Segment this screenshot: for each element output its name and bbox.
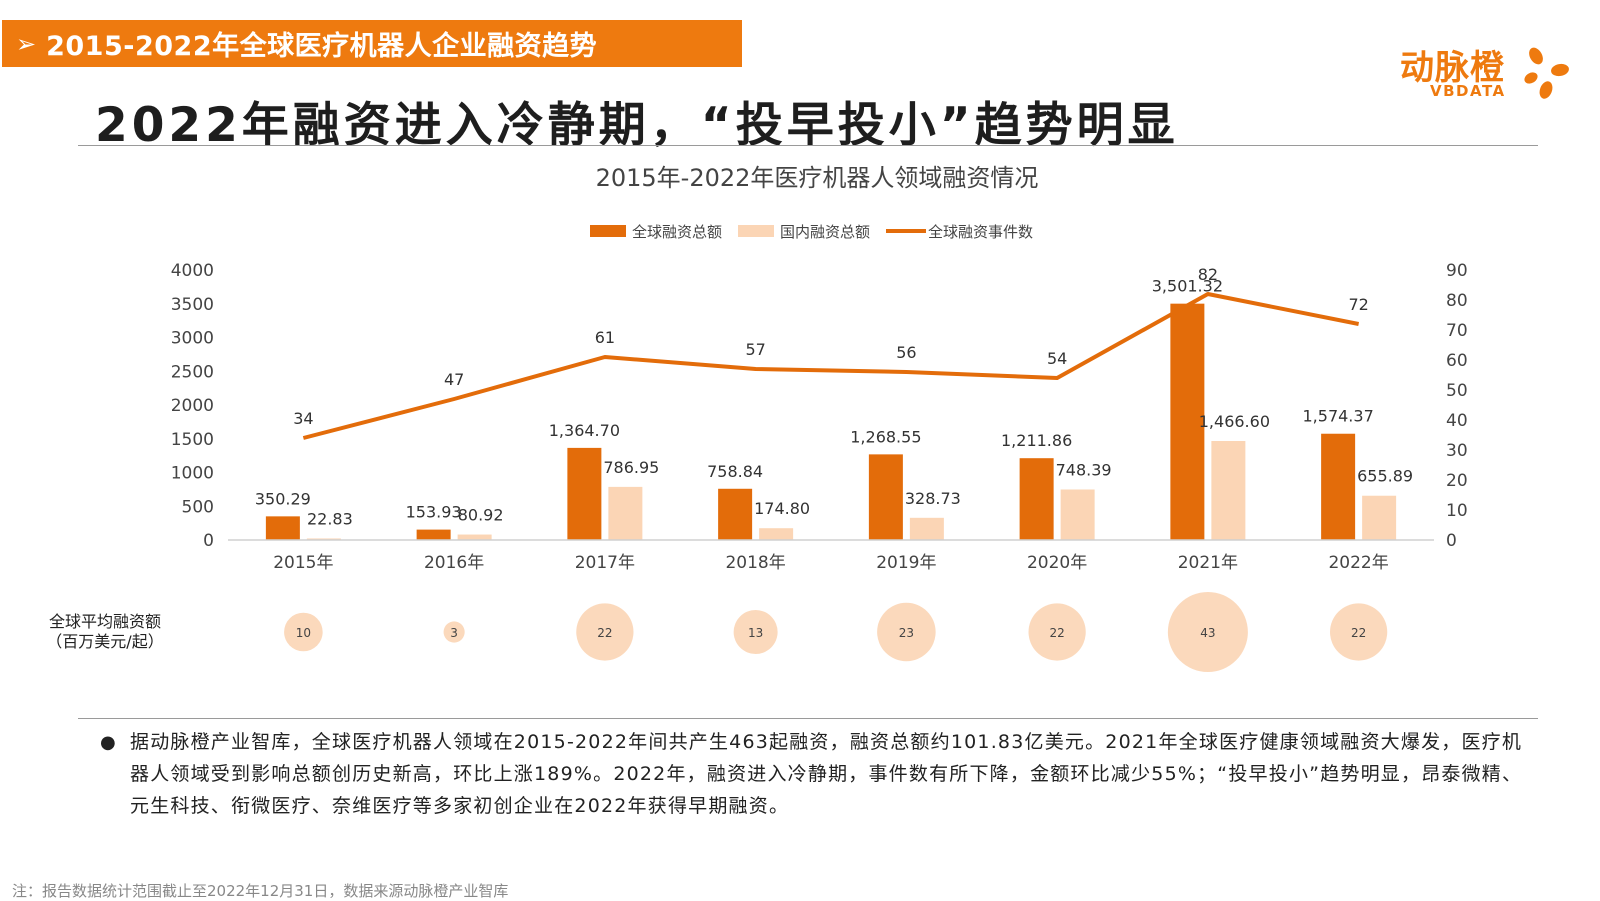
left-axis-tick-label: 3000	[171, 329, 214, 349]
domestic-funding-data-label: 80.92	[458, 506, 504, 525]
average-funding-bubble-label: 10	[296, 626, 311, 640]
bubble-row-label-line1: 全球平均融资额	[30, 612, 180, 632]
event-count-data-label: 56	[896, 343, 916, 362]
right-axis-tick-label: 90	[1446, 261, 1468, 281]
arrow-bullet-icon: ➢	[16, 30, 36, 58]
bubble-row-label: 全球平均融资额 （百万美元/起）	[30, 612, 180, 652]
event-count-data-label: 34	[293, 409, 313, 428]
average-funding-bubble-label: 3	[450, 626, 458, 640]
domestic-funding-data-label: 786.95	[603, 458, 659, 477]
body-divider	[78, 718, 1538, 719]
event-count-data-label: 47	[444, 370, 464, 389]
right-axis-tick-label: 10	[1446, 501, 1468, 521]
right-axis-tick-label: 30	[1446, 441, 1468, 461]
global-funding-bar	[1321, 434, 1355, 540]
average-funding-bubble-label: 22	[1351, 626, 1366, 640]
x-axis: 2015年 2016年 2017年 2018年 2019年 2020年 2021年 2022年	[228, 540, 1434, 573]
event-count-data-label: 61	[595, 328, 615, 347]
funding-chart: 2015年-2022年医疗机器人领域融资情况 全球融资总额 国内融资总额 全球融资事…	[0, 150, 1600, 680]
event-count-data-label: 54	[1047, 349, 1067, 368]
domestic-funding-bar	[608, 487, 642, 540]
left-axis-tick-label: 1500	[171, 430, 214, 450]
average-funding-bubbles: 10 3 22 13 23 22 43 22	[284, 592, 1387, 672]
average-funding-bubble-label: 13	[748, 626, 763, 640]
x-axis-tick-label: 2019年	[876, 553, 936, 573]
global-funding-data-label: 1,574.37	[1303, 407, 1374, 426]
global-funding-data-label: 153.93	[406, 503, 462, 522]
domestic-funding-data-label: 655.89	[1357, 467, 1413, 486]
chart-legend: 全球融资总额 国内融资总额 全球融资事件数	[590, 223, 1033, 241]
domestic-funding-data-label: 748.39	[1056, 460, 1112, 479]
vbdata-logo: 动脉橙 VBDATA	[1400, 40, 1570, 110]
left-axis-tick-label: 500	[182, 497, 214, 517]
right-axis-tick-label: 0	[1446, 531, 1457, 551]
right-axis-tick-label: 60	[1446, 351, 1468, 371]
vbdata-logo-mark-icon	[1522, 44, 1570, 100]
domestic-funding-data-label: 328.73	[905, 489, 961, 508]
right-axis-tick-label: 50	[1446, 381, 1468, 401]
global-funding-data-label: 758.84	[707, 462, 763, 481]
global-funding-bar	[417, 530, 451, 540]
x-axis-tick-label: 2021年	[1178, 553, 1238, 573]
left-axis-tick-label: 3500	[171, 295, 214, 315]
global-funding-data-label: 350.29	[255, 489, 311, 508]
left-axis-tick-label: 0	[203, 531, 214, 551]
bullet-dot-icon: ●	[100, 732, 116, 753]
average-funding-bubble-label: 22	[597, 626, 612, 640]
domestic-funding-bar	[1362, 496, 1396, 540]
domestic-funding-data-label: 174.80	[754, 499, 810, 518]
chart-title: 2015年-2022年医疗机器人领域融资情况	[596, 164, 1039, 192]
global-funding-bar	[1020, 458, 1054, 540]
global-funding-data-label: 1,364.70	[549, 421, 620, 440]
global-funding-bar	[718, 489, 752, 540]
x-axis-tick-label: 2017年	[575, 553, 635, 573]
left-axis-tick-label: 2000	[171, 396, 214, 416]
global-funding-bar	[869, 454, 903, 540]
domestic-funding-bar	[910, 518, 944, 540]
left-axis-tick-label: 2500	[171, 362, 214, 382]
x-axis-tick-label: 2022年	[1328, 553, 1388, 573]
global-funding-bar	[567, 448, 601, 540]
domestic-funding-bar	[458, 535, 492, 540]
logo-text-en: VBDATA	[1430, 82, 1506, 100]
summary-paragraph: 据动脉橙产业智库，全球医疗机器人领域在2015-2022年间共产生463起融资，…	[130, 726, 1530, 822]
domestic-funding-data-label: 22.83	[307, 509, 353, 528]
right-axis-tick-label: 40	[1446, 411, 1468, 431]
x-axis-tick-label: 2020年	[1027, 553, 1087, 573]
right-axis-tick-label: 80	[1446, 291, 1468, 311]
average-funding-bubble-label: 23	[899, 626, 914, 640]
global-funding-bar	[266, 516, 300, 540]
legend-label: 国内融资总额	[780, 223, 870, 241]
domestic-funding-bar	[1211, 441, 1245, 540]
average-funding-bubble-label: 22	[1049, 626, 1064, 640]
event-count-data-label: 57	[745, 340, 765, 359]
footnote: 注：报告数据统计范围截止至2022年12月31日，数据来源动脉橙产业智库	[12, 880, 508, 901]
domestic-funding-bar	[759, 528, 793, 540]
event-count-data-label: 82	[1198, 265, 1218, 284]
x-axis-tick-label: 2015年	[273, 553, 333, 573]
global-funding-data-label: 1,268.55	[850, 427, 921, 446]
average-funding-bubble-label: 43	[1200, 626, 1215, 640]
title-divider	[78, 145, 1538, 146]
right-y-axis: 0 10 20 30 40 50 60 70 80 90	[1446, 261, 1468, 551]
bubble-row-label-line2: （百万美元/起）	[30, 632, 180, 652]
global-funding-data-label: 1,211.86	[1001, 431, 1072, 450]
section-title: 2015-2022年全球医疗机器人企业融资趋势	[46, 24, 597, 63]
legend-label: 全球融资事件数	[928, 223, 1033, 241]
x-axis-tick-label: 2018年	[725, 553, 785, 573]
domestic-funding-bar	[1061, 489, 1095, 540]
right-axis-tick-label: 20	[1446, 471, 1468, 491]
event-count-data-label: 72	[1348, 295, 1368, 314]
section-header-bar: ➢ 2015-2022年全球医疗机器人企业融资趋势	[2, 20, 742, 67]
right-axis-tick-label: 70	[1446, 321, 1468, 341]
legend-bar-swatch	[590, 225, 626, 237]
left-axis-tick-label: 4000	[171, 261, 214, 281]
legend-bar-swatch	[738, 225, 774, 237]
x-axis-tick-label: 2016年	[424, 553, 484, 573]
legend-label: 全球融资总额	[632, 223, 722, 241]
left-axis-tick-label: 1000	[171, 464, 214, 484]
domestic-funding-data-label: 1,466.60	[1199, 412, 1270, 431]
left-y-axis: 0 500 1000 1500 2000 2500 3000 3500 4000	[171, 261, 214, 551]
